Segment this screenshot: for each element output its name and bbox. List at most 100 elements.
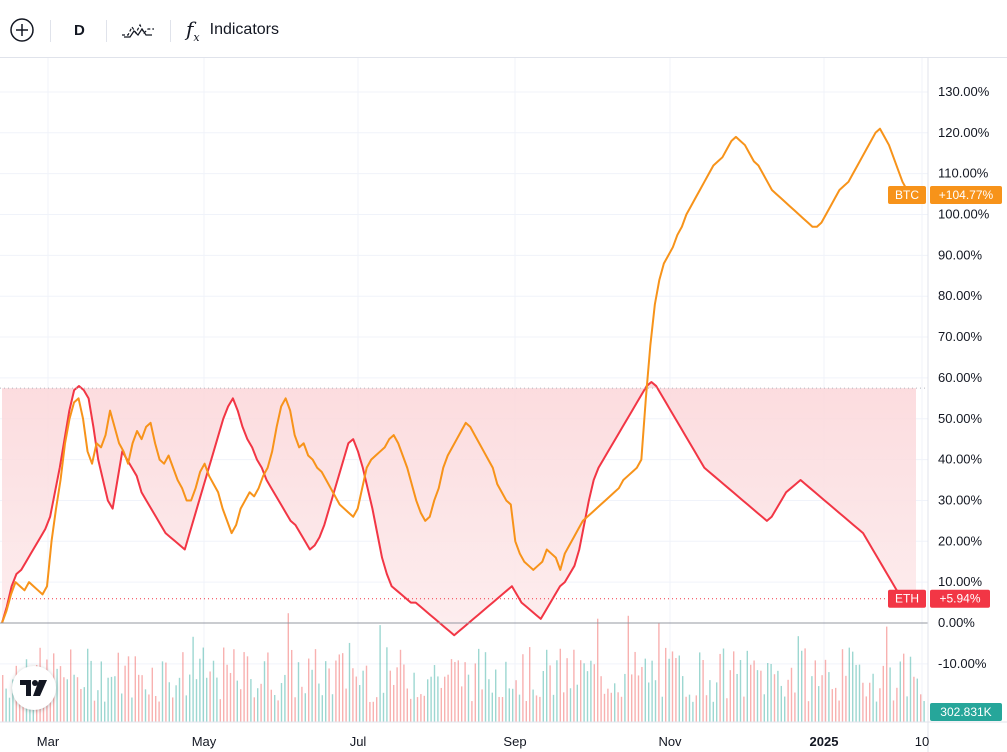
- volume-bar: [709, 680, 711, 722]
- volume-bar: [66, 679, 68, 722]
- tradingview-logo[interactable]: [12, 666, 56, 710]
- volume-bar: [416, 697, 419, 722]
- volume-bar: [168, 682, 170, 722]
- volume-bar: [807, 701, 810, 722]
- volume-bar: [896, 687, 898, 722]
- volume-bar: [821, 675, 823, 722]
- volume-bar: [583, 663, 585, 722]
- volume-bar: [481, 689, 483, 722]
- volume-bar: [824, 659, 827, 722]
- volume-bar: [389, 670, 391, 722]
- reference-lines: [0, 387, 928, 624]
- volume-bar: [209, 671, 211, 722]
- volume-bar: [631, 674, 633, 722]
- volume-bar: [294, 697, 296, 722]
- volume-bar: [580, 660, 582, 722]
- volume-bar: [325, 661, 327, 722]
- volume-bar: [104, 701, 106, 722]
- volume-bar: [603, 693, 606, 722]
- volume-bar: [916, 678, 918, 722]
- volume-bar: [831, 689, 833, 722]
- volume-bar: [49, 697, 51, 722]
- volume-bar: [90, 660, 92, 722]
- volume-bar: [699, 652, 701, 722]
- volume-bar: [828, 672, 830, 722]
- volume-bar: [920, 694, 922, 722]
- volume-bar: [705, 695, 708, 722]
- volume-bar: [484, 652, 487, 722]
- volume-bar: [355, 676, 357, 722]
- volume-bar: [212, 660, 215, 722]
- volume-bar: [784, 696, 786, 722]
- volume-bar: [733, 651, 735, 722]
- volume-bar: [430, 676, 432, 722]
- volume-bar: [852, 651, 854, 722]
- volume-bar: [617, 692, 619, 722]
- volume-bar: [648, 682, 650, 722]
- x-tick-label: 2025: [810, 734, 839, 749]
- volume-bar: [549, 665, 551, 722]
- volume-bar: [512, 688, 514, 722]
- volume-bar: [491, 692, 493, 722]
- volume-bar: [600, 676, 602, 722]
- y-tick-label: 0.00%: [938, 615, 975, 630]
- volume-bar: [542, 670, 544, 722]
- volume-bar: [386, 647, 388, 722]
- volume-bar: [814, 660, 816, 722]
- volume-bar: [243, 652, 245, 722]
- interval-button[interactable]: D: [74, 14, 85, 46]
- volume-bar: [811, 676, 813, 722]
- volume-bar: [19, 689, 21, 722]
- volume-bar: [427, 679, 429, 722]
- volume-bar: [569, 688, 572, 722]
- volume-bar: [818, 686, 820, 722]
- indicators-button[interactable]: fx Indicators: [186, 14, 279, 46]
- volume-bar: [291, 649, 293, 722]
- volume-bar: [304, 693, 306, 722]
- compare-icon: [122, 23, 154, 38]
- volume-bar: [253, 697, 255, 722]
- volume-bar: [287, 613, 289, 722]
- volume-bar: [515, 680, 517, 722]
- volume-bar: [56, 668, 58, 722]
- volume-bar: [219, 699, 221, 722]
- y-tick-label: 110.00%: [938, 166, 989, 181]
- volume-bar: [318, 683, 320, 722]
- volume-bar: [202, 647, 204, 722]
- y-tick-label: 40.00%: [938, 452, 983, 467]
- price-axis[interactable]: 130.00% 120.00% 110.00% 100.00% 90.00% 80.00%…: [927, 58, 990, 752]
- compare-button[interactable]: [120, 14, 156, 46]
- volume-bar: [399, 649, 402, 722]
- volume-bar: [899, 661, 901, 722]
- volume-bar: [144, 689, 147, 722]
- volume-bar: [175, 685, 177, 722]
- y-tick-label: 70.00%: [938, 329, 983, 344]
- volume-bar: [457, 660, 459, 722]
- volume-bar: [413, 672, 415, 722]
- price-chart[interactable]: 130.00%120.00%110.00%100.00%90.00%80.00%…: [0, 58, 1007, 752]
- eth-area-fill: [2, 381, 916, 636]
- volume-bars: [2, 613, 925, 722]
- volume-bar: [141, 675, 143, 722]
- add-symbol-button[interactable]: [8, 14, 36, 46]
- volume-bar: [301, 686, 303, 722]
- volume-bar: [508, 688, 510, 722]
- volume-bar: [314, 649, 317, 722]
- y-tick-label: -10.00%: [938, 656, 987, 671]
- interval-label: D: [74, 21, 85, 39]
- volume-bar: [464, 662, 466, 722]
- volume-bar: [841, 649, 844, 722]
- volume-bar: [155, 696, 157, 722]
- eth-area: [2, 381, 916, 636]
- volume-bar: [722, 648, 725, 722]
- volume-bar: [12, 679, 14, 722]
- volume-bar: [804, 648, 806, 722]
- x-tick-label: Nov: [658, 734, 682, 749]
- volume-bar: [100, 661, 102, 722]
- volume-bar: [308, 658, 310, 722]
- volume-bar: [97, 690, 99, 722]
- time-axis[interactable]: Mar May Jul Sep Nov 2025 10: [0, 721, 1007, 749]
- y-tick-label: 100.00%: [938, 207, 990, 222]
- volume-bar: [644, 658, 646, 722]
- volume-bar: [433, 665, 436, 722]
